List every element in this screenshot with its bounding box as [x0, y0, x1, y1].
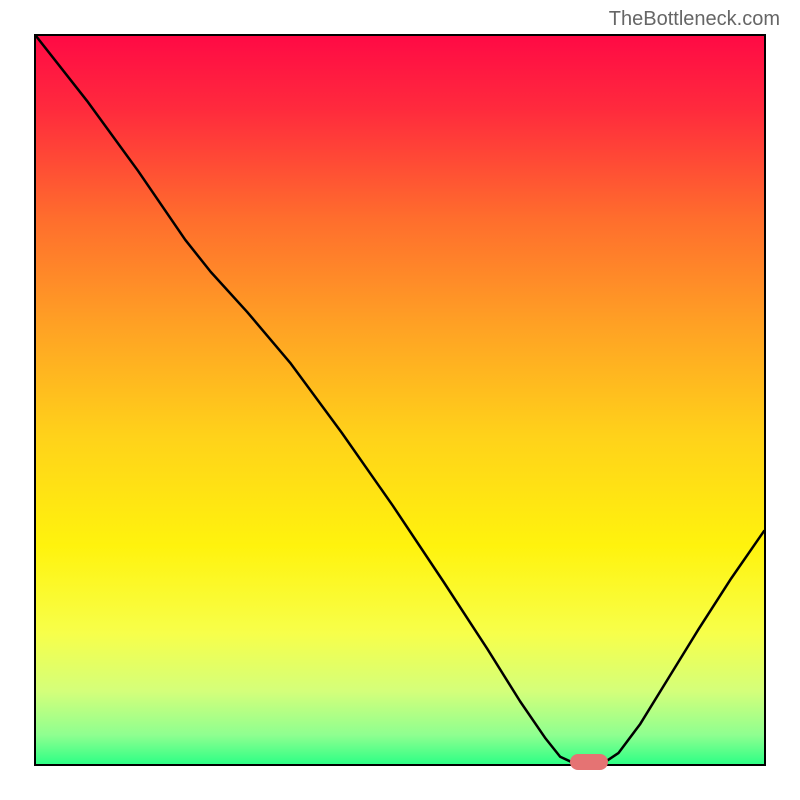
chart-background-gradient — [36, 36, 764, 764]
chart-container: TheBottleneck.com — [0, 0, 800, 800]
optimal-marker — [570, 754, 608, 770]
watermark-text: TheBottleneck.com — [609, 8, 780, 31]
